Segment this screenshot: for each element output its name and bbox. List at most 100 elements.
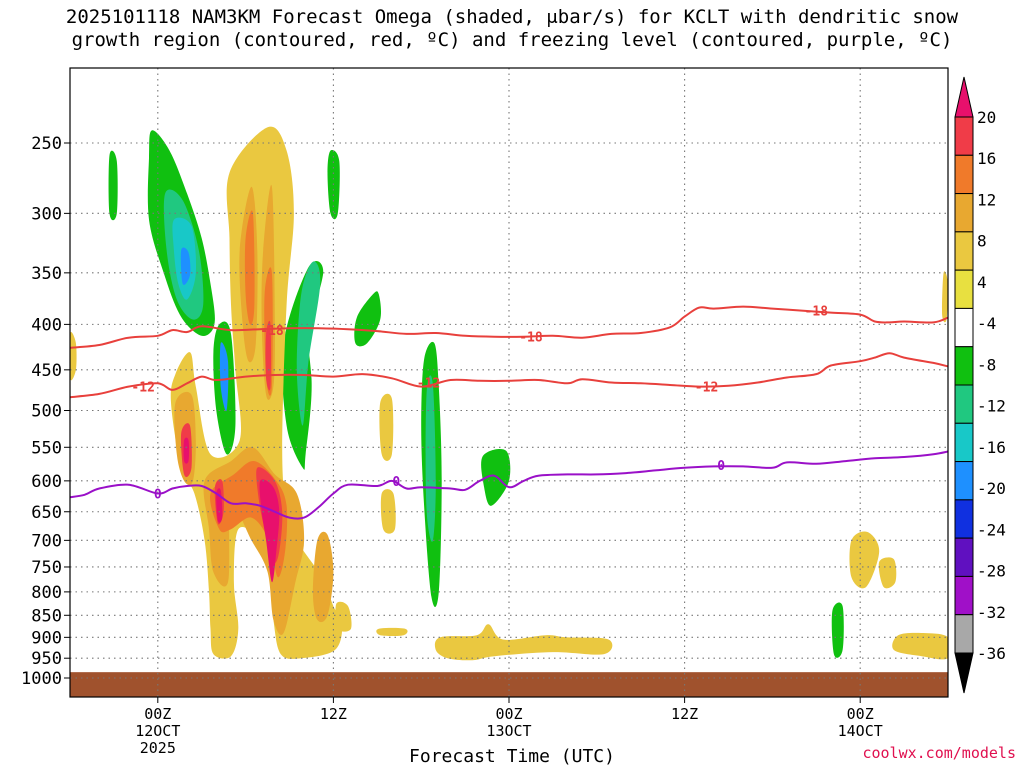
y-tick-label: 950 [31, 649, 62, 669]
contour-label: -18 [519, 331, 543, 346]
colorbar-label: -20 [977, 479, 1006, 498]
y-tick-label: 1000 [21, 669, 62, 689]
gridlines [70, 68, 948, 697]
colorbar-label: 8 [977, 232, 987, 251]
colorbar-box [954, 154, 974, 195]
x-tick-label: 00Z [847, 705, 874, 723]
contour-label: 0 [392, 475, 400, 490]
omega-region--20 [180, 247, 191, 285]
omega-region-4 [70, 332, 77, 381]
colorbar-label: 12 [977, 190, 996, 209]
colorbar-box [954, 231, 974, 271]
omega-region--16 [219, 342, 229, 412]
y-tick-label: 850 [31, 606, 62, 626]
x-tick-date: 13OCT [486, 722, 531, 740]
omega-region-4 [376, 627, 408, 637]
omega-region-4 [434, 624, 613, 661]
colorbar-top-arrow [954, 76, 974, 118]
y-tick-label: 650 [31, 503, 62, 523]
contour-line--18 [70, 305, 948, 349]
y-tick-label: 450 [31, 361, 62, 381]
colorbar-label: -12 [977, 397, 1006, 416]
omega-region--8 [831, 602, 844, 658]
colorbar-label: -28 [977, 562, 1006, 581]
y-tick-label: 400 [31, 315, 62, 335]
title-line-1: 2025101118 NAM3KM Forecast Omega (shaded… [65, 6, 959, 28]
omega-region-16 [265, 320, 272, 391]
omega-region-4 [379, 393, 394, 461]
colorbar-bottom-arrow [954, 652, 974, 694]
colorbar-box [954, 384, 974, 424]
omega-shading [70, 126, 948, 661]
y-tick-label: 250 [31, 134, 62, 154]
omega-region-20 [183, 437, 190, 464]
colorbar-label: 16 [977, 149, 996, 168]
x-tick-year: 2025 [140, 739, 176, 757]
omega-region-4 [849, 531, 880, 589]
contour-label: -12 [695, 381, 718, 396]
omega-region--12 [425, 375, 436, 542]
contour-label: -18 [805, 305, 829, 320]
colorbar-box [954, 614, 974, 654]
x-axis-label: Forecast Time (UTC) [409, 746, 615, 767]
colorbar-box [954, 537, 974, 577]
colorbar-box [954, 422, 974, 463]
colorbar-label: 20 [977, 108, 996, 127]
x-tick-date: 12OCT [135, 722, 180, 740]
omega-region-20 [259, 479, 280, 583]
omega-region--8 [354, 291, 382, 347]
colorbar-label: 4 [977, 273, 987, 292]
omega-region--12 [296, 261, 321, 426]
x-tick-date: 14OCT [838, 722, 883, 740]
pressure-axis: 2503003504004505005506006507007508008509… [21, 134, 70, 689]
omega-region-4 [878, 557, 897, 589]
omega-region--8 [108, 150, 118, 221]
y-tick-label: 300 [31, 204, 62, 224]
colorbar-label: -24 [977, 520, 1006, 539]
y-tick-label: 700 [31, 531, 62, 551]
colorbar-label: -32 [977, 603, 1006, 622]
y-tick-label: 500 [31, 402, 62, 422]
contour-label: -12 [131, 381, 154, 396]
contour-line--12 [70, 352, 948, 399]
title-line-2: growth region (contoured, red, ºC) and f… [71, 29, 953, 51]
contour-label: -18 [260, 324, 284, 339]
y-tick-label: 350 [31, 264, 62, 284]
x-tick-label: 12Z [320, 705, 347, 723]
colorbar-box [954, 307, 974, 348]
y-tick-label: 900 [31, 628, 62, 648]
colorbar-label: -8 [977, 355, 996, 374]
colorbar-label: -16 [977, 438, 1006, 457]
colorbar-label: -4 [977, 314, 996, 333]
omega-region--8 [481, 449, 511, 506]
x-tick-label: 12Z [671, 705, 698, 723]
contour-lines: -18 -18 -18 -12 -12 -12 0 0 0 [70, 305, 948, 520]
colorbar-box [954, 575, 974, 616]
y-tick-label: 800 [31, 583, 62, 603]
y-tick-label: 550 [31, 438, 62, 458]
chart-title: 2025101118 NAM3KM Forecast Omega (shaded… [0, 6, 1024, 52]
credit-text: coolwx.com/models [862, 744, 1016, 762]
x-tick-label: 00Z [495, 705, 522, 723]
omega-region-4 [335, 601, 352, 632]
omega-region-8 [312, 531, 334, 623]
colorbar-label: -36 [977, 644, 1006, 663]
contour-line-0 [70, 450, 948, 520]
colorbar-box [954, 346, 974, 386]
colorbar-box [954, 193, 974, 233]
omega-region-12 [244, 210, 255, 325]
y-tick-label: 750 [31, 558, 62, 578]
colorbar: 20 16 12 8 4 -4 -8 -12 -16 -20 -24 -28 -32 -36 [954, 76, 1006, 694]
colorbar-box [954, 116, 974, 156]
y-tick-label: 600 [31, 472, 62, 492]
colorbar-box [954, 461, 974, 501]
omega-region-4 [942, 271, 948, 323]
colorbar-box [954, 269, 974, 309]
contour-label: 0 [154, 488, 162, 503]
contour-label: 0 [717, 459, 725, 474]
colorbar-box [954, 499, 974, 539]
omega-region-4 [892, 632, 948, 660]
contour-label: -12 [417, 376, 440, 391]
